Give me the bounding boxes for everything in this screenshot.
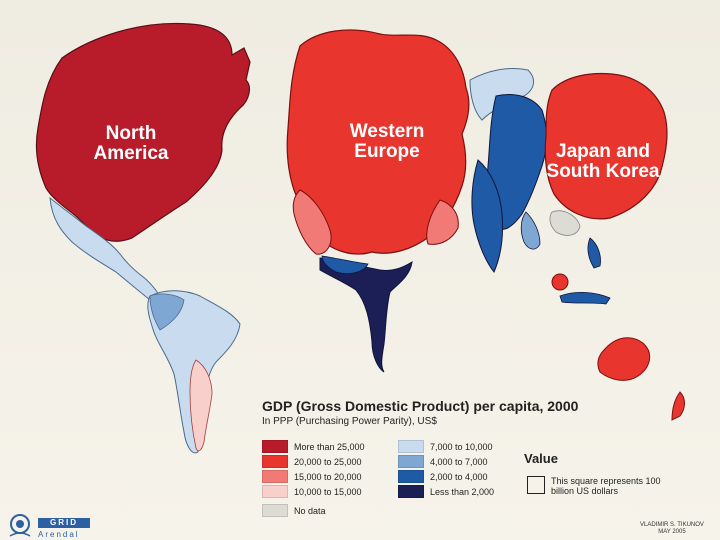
china-shape xyxy=(486,94,547,230)
spain-portugal-shape xyxy=(292,189,332,255)
value-note: This square represents 100 billion US do… xyxy=(551,476,661,496)
un-emblem-icon xyxy=(9,514,31,537)
credit-author: VLADIMIR S. TIKUNOV xyxy=(640,522,704,528)
legend-subtitle: In PPP (Purchasing Power Parity), US$ xyxy=(262,416,437,427)
chile-argentina-shape xyxy=(189,359,213,452)
indonesia-shape xyxy=(559,292,611,305)
legend-swatch xyxy=(262,504,288,517)
legend-swatch xyxy=(398,455,424,468)
legend-title: GDP (Gross Domestic Product) per capita,… xyxy=(262,398,579,414)
grid-logo: GRID xyxy=(38,518,90,528)
southeast-asia-shape xyxy=(520,211,541,250)
legend-item: 4,000 to 7,000 xyxy=(398,455,488,468)
legend-label: More than 25,000 xyxy=(294,441,365,452)
value-title: Value xyxy=(524,451,558,466)
philippines-shape xyxy=(587,237,601,269)
label-north-america: North America xyxy=(93,123,169,164)
legend-item: More than 25,000 xyxy=(262,440,365,453)
legend-swatch xyxy=(262,485,288,498)
value-scale-square xyxy=(527,476,545,494)
legend-label: 4,000 to 7,000 xyxy=(430,456,488,467)
legend-label: No data xyxy=(294,505,326,516)
north-america-shape xyxy=(35,22,251,242)
india-shape xyxy=(471,159,503,273)
legend-swatch xyxy=(398,440,424,453)
legend-item: 20,000 to 25,000 xyxy=(262,455,362,468)
taiwan-shape xyxy=(551,273,569,291)
legend-item: 2,000 to 4,000 xyxy=(398,470,488,483)
legend-label: 2,000 to 4,000 xyxy=(430,471,488,482)
credit: VLADIMIR S. TIKUNOV MAY 2005 xyxy=(640,522,704,536)
label-western-europe: Western Europe xyxy=(349,121,425,162)
mexico-central-america-shape xyxy=(49,196,161,301)
arendal-logo-text: Arendal xyxy=(38,530,80,539)
legend-swatch xyxy=(262,440,288,453)
north-africa-shape xyxy=(321,255,369,274)
japan-south-korea-shape xyxy=(544,72,668,220)
australia-shape xyxy=(597,337,651,381)
legend-swatch xyxy=(398,470,424,483)
legend-label: 20,000 to 25,000 xyxy=(294,456,362,467)
legend-item: Less than 2,000 xyxy=(398,485,494,498)
legend-swatch xyxy=(398,485,424,498)
eastern-europe-shape xyxy=(426,199,459,245)
africa-shape xyxy=(319,257,413,373)
legend-label: 15,000 to 20,000 xyxy=(294,471,362,482)
credit-date: MAY 2005 xyxy=(658,529,686,535)
no-data-patch xyxy=(549,210,581,236)
label-japan-south-korea: Japan and South Korea xyxy=(546,141,660,182)
legend-label: Less than 2,000 xyxy=(430,486,495,497)
legend-item: 15,000 to 20,000 xyxy=(262,470,362,483)
legend-item: 10,000 to 15,000 xyxy=(262,485,362,498)
legend-label: 7,000 to 10,000 xyxy=(430,441,493,452)
legend-swatch xyxy=(262,470,288,483)
legend-item: 7,000 to 10,000 xyxy=(398,440,493,453)
new-zealand-shape xyxy=(671,391,685,421)
legend-label: 10,000 to 15,000 xyxy=(294,486,362,497)
legend-swatch xyxy=(262,455,288,468)
legend-item-no-data: No data xyxy=(262,504,326,517)
south-america-andes-shape xyxy=(149,293,185,331)
